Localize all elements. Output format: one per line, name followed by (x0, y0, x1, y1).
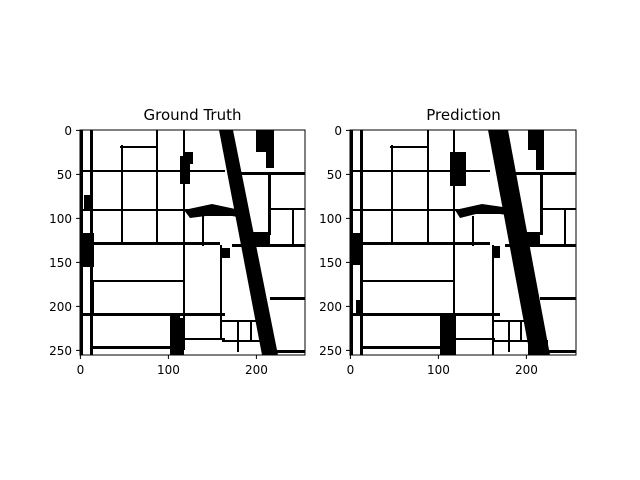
y-tick-label: 0 (334, 124, 342, 138)
panel-title: Ground Truth (144, 106, 242, 124)
mask-image (80, 130, 305, 355)
panel-prediction: Prediction (319, 106, 577, 377)
x-tick-label: 0 (347, 363, 355, 377)
y-tick-label: 250 (319, 344, 342, 358)
y-tick-label: 150 (319, 256, 342, 270)
y-tick-label: 100 (49, 212, 72, 226)
x-tick-label: 100 (157, 363, 180, 377)
y-tick-label: 200 (49, 300, 72, 314)
axes-frame (79, 129, 306, 356)
x-axis: 0 100 200 (77, 355, 268, 377)
y-tick-label: 150 (49, 256, 72, 270)
y-tick-label: 100 (319, 212, 342, 226)
x-tick-label: 100 (427, 363, 450, 377)
y-tick-label: 200 (319, 300, 342, 314)
x-axis: 0 100 200 (347, 355, 538, 377)
y-tick-label: 0 (64, 124, 72, 138)
panel-title: Prediction (426, 106, 501, 124)
y-tick-label: 50 (57, 168, 72, 182)
panel-ground-truth: Ground Truth (49, 106, 306, 377)
x-tick-label: 0 (77, 363, 85, 377)
y-axis: 0 50 100 150 200 250 (319, 124, 350, 358)
y-tick-label: 250 (49, 344, 72, 358)
y-axis: 0 50 100 150 200 250 (49, 124, 80, 358)
x-tick-label: 200 (515, 363, 538, 377)
y-tick-label: 50 (327, 168, 342, 182)
axes-frame (349, 129, 577, 356)
mask-image (350, 130, 576, 355)
x-tick-label: 200 (245, 363, 268, 377)
